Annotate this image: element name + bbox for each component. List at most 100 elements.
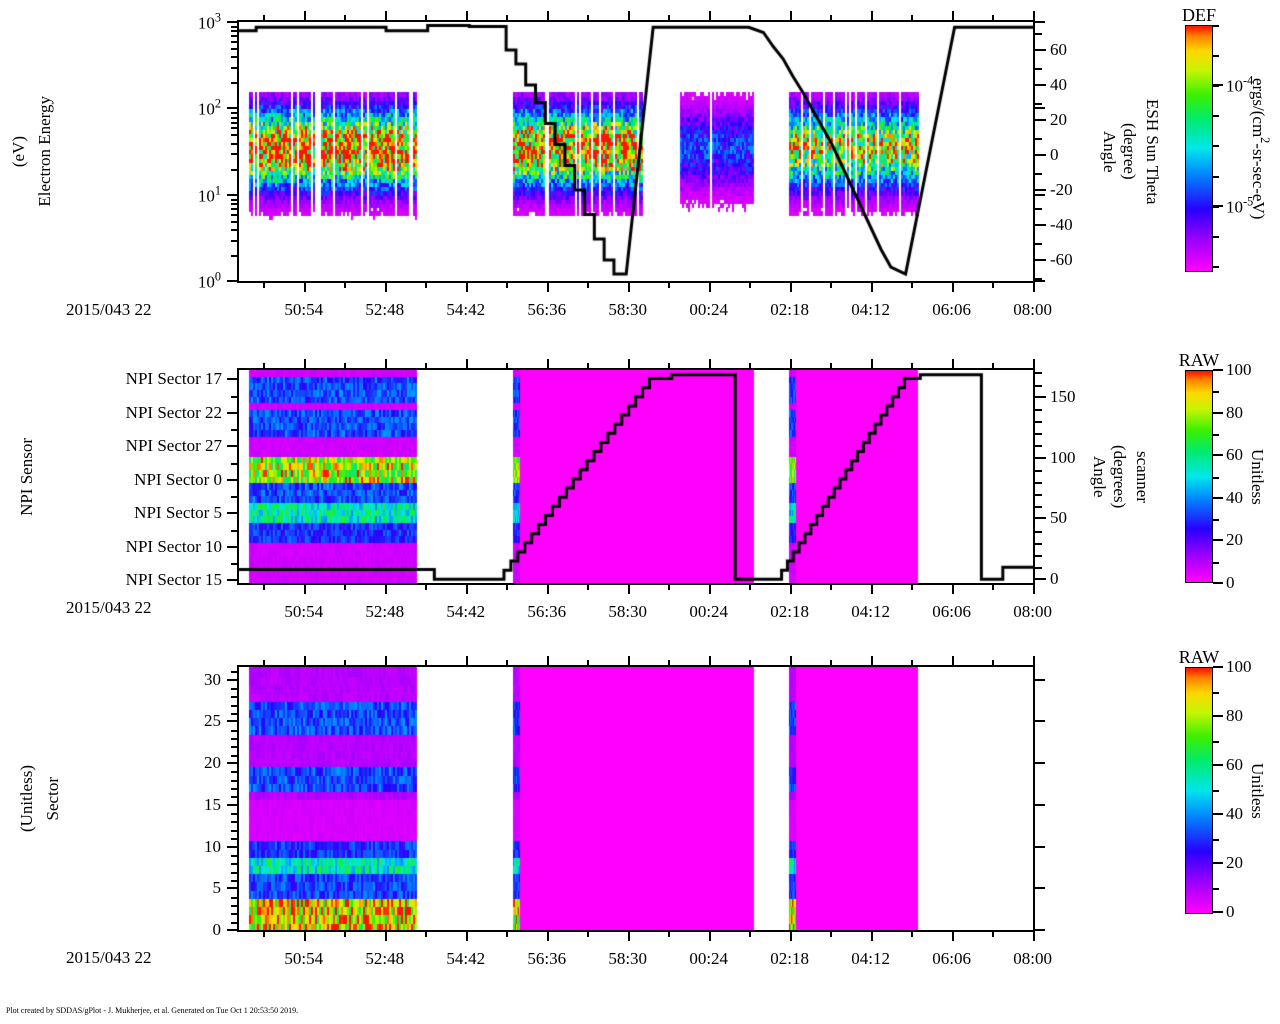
axis-tick: [870, 932, 873, 941]
axis-tick: [231, 239, 237, 242]
colorbar-tick-label: 80: [1226, 402, 1243, 422]
axis-tick: [1213, 838, 1219, 841]
axis-tick: [263, 660, 266, 665]
axis-tick: [231, 153, 237, 156]
panel2-right-ytick-label: 50: [1050, 508, 1067, 528]
axis-tick: [1035, 224, 1046, 226]
colorbar-tick-label: 20: [1226, 530, 1243, 550]
axis-tick: [231, 879, 237, 882]
axis-tick: [227, 720, 237, 723]
xtick-label: 00:24: [689, 300, 729, 319]
axis-tick: [344, 585, 347, 590]
xtick-label: 50:54: [284, 602, 324, 621]
axis-tick: [1035, 384, 1042, 387]
axis-tick: [231, 813, 237, 816]
axis-tick: [1213, 789, 1219, 792]
axis-tick: [1035, 107, 1045, 110]
axis-tick: [1213, 391, 1219, 394]
axis-tick: [708, 11, 711, 20]
axis-tick: [227, 411, 237, 414]
axis-tick: [303, 359, 306, 368]
axis-tick: [1035, 32, 1042, 35]
xtick-label: 50:54: [284, 949, 324, 968]
axis-tick: [231, 863, 237, 866]
xtick-label: 58:30: [608, 300, 648, 319]
panel1-right-ytick-label: 0: [1050, 145, 1059, 164]
axis-tick: [231, 41, 237, 44]
axis-tick: [425, 363, 428, 368]
axis-tick: [231, 395, 237, 398]
axis-tick: [384, 283, 387, 292]
axis-tick: [1032, 932, 1035, 941]
axis-tick: [1035, 21, 1045, 23]
panel2-colorbar: [1185, 370, 1213, 583]
axis-tick: [1035, 67, 1042, 70]
axis-tick: [506, 283, 509, 288]
axis-tick: [425, 15, 428, 20]
panel3-xaxis-origin: 2015/043 22: [66, 948, 152, 967]
axis-tick: [1035, 517, 1046, 520]
axis-tick: [263, 932, 266, 937]
axis-tick: [465, 656, 468, 665]
colorbar-tick-label: 20: [1226, 853, 1243, 872]
panel2-right-label-sub2: (degrees): [1110, 444, 1129, 509]
axis-tick: [1035, 193, 1045, 196]
axis-tick: [789, 585, 792, 594]
panel1-ylabel: Electron Energy (eV): [4, 20, 60, 283]
panel1-colorbar-title: DEF: [1181, 5, 1217, 25]
axis-tick: [227, 762, 237, 765]
axis-tick: [231, 116, 237, 119]
axis-tick: [231, 82, 237, 85]
axis-tick: [344, 660, 347, 665]
axis-tick: [227, 678, 237, 681]
axis-tick: [1035, 242, 1042, 245]
axis-tick: [1035, 189, 1046, 191]
axis-tick: [587, 283, 590, 288]
axis-tick: [911, 585, 914, 590]
panel2-right-ytick-label: 0: [1050, 569, 1059, 589]
xtick-label: 06:06: [932, 300, 971, 319]
axis-tick: [627, 283, 630, 292]
panel1-right-ytick-label: -40: [1050, 215, 1073, 234]
axis-tick: [911, 660, 914, 665]
axis-tick: [1213, 205, 1219, 208]
xtick-label: 50:54: [284, 300, 324, 319]
panel2-colorbar-unit: Unitless: [1248, 448, 1267, 505]
axis-tick: [231, 35, 237, 38]
panel2-plot-area: [237, 368, 1035, 585]
panel3-ytick-label: 5: [212, 878, 222, 898]
axis-tick: [231, 771, 237, 774]
colorbar-tick-label: 60: [1226, 445, 1243, 465]
axis-tick: [1213, 740, 1219, 743]
axis-tick: [708, 359, 711, 368]
axis-tick: [231, 220, 237, 223]
axis-tick: [1035, 506, 1042, 509]
axis-tick: [231, 796, 237, 799]
axis-tick: [992, 932, 995, 937]
axis-tick: [231, 67, 237, 70]
panel1-right-ytick-label: 20: [1050, 110, 1067, 129]
panel3-ytick-label: 20: [204, 753, 221, 773]
axis-tick: [627, 11, 630, 20]
axis-tick: [1213, 764, 1223, 766]
panel2-right-label-main: scanner: [1133, 450, 1152, 503]
panel2-ytick-label: NPI Sector 22: [125, 402, 222, 422]
axis-tick: [668, 932, 671, 937]
xtick-label: 02:18: [770, 949, 810, 968]
axis-tick: [263, 585, 266, 590]
axis-tick: [1035, 887, 1045, 890]
axis-tick: [231, 854, 237, 857]
axis-tick: [1032, 283, 1035, 292]
xtick-label: 54:42: [446, 949, 486, 968]
axis-tick: [789, 11, 792, 20]
axis-tick: [830, 283, 833, 288]
axis-tick: [870, 656, 873, 665]
colorbar-tick-label: 100: [1226, 360, 1252, 379]
axis-tick: [506, 585, 509, 590]
axis-tick: [951, 585, 954, 594]
axis-tick: [789, 283, 792, 292]
axis-tick: [951, 359, 954, 368]
axis-tick: [384, 656, 387, 665]
axis-tick: [1213, 539, 1223, 542]
